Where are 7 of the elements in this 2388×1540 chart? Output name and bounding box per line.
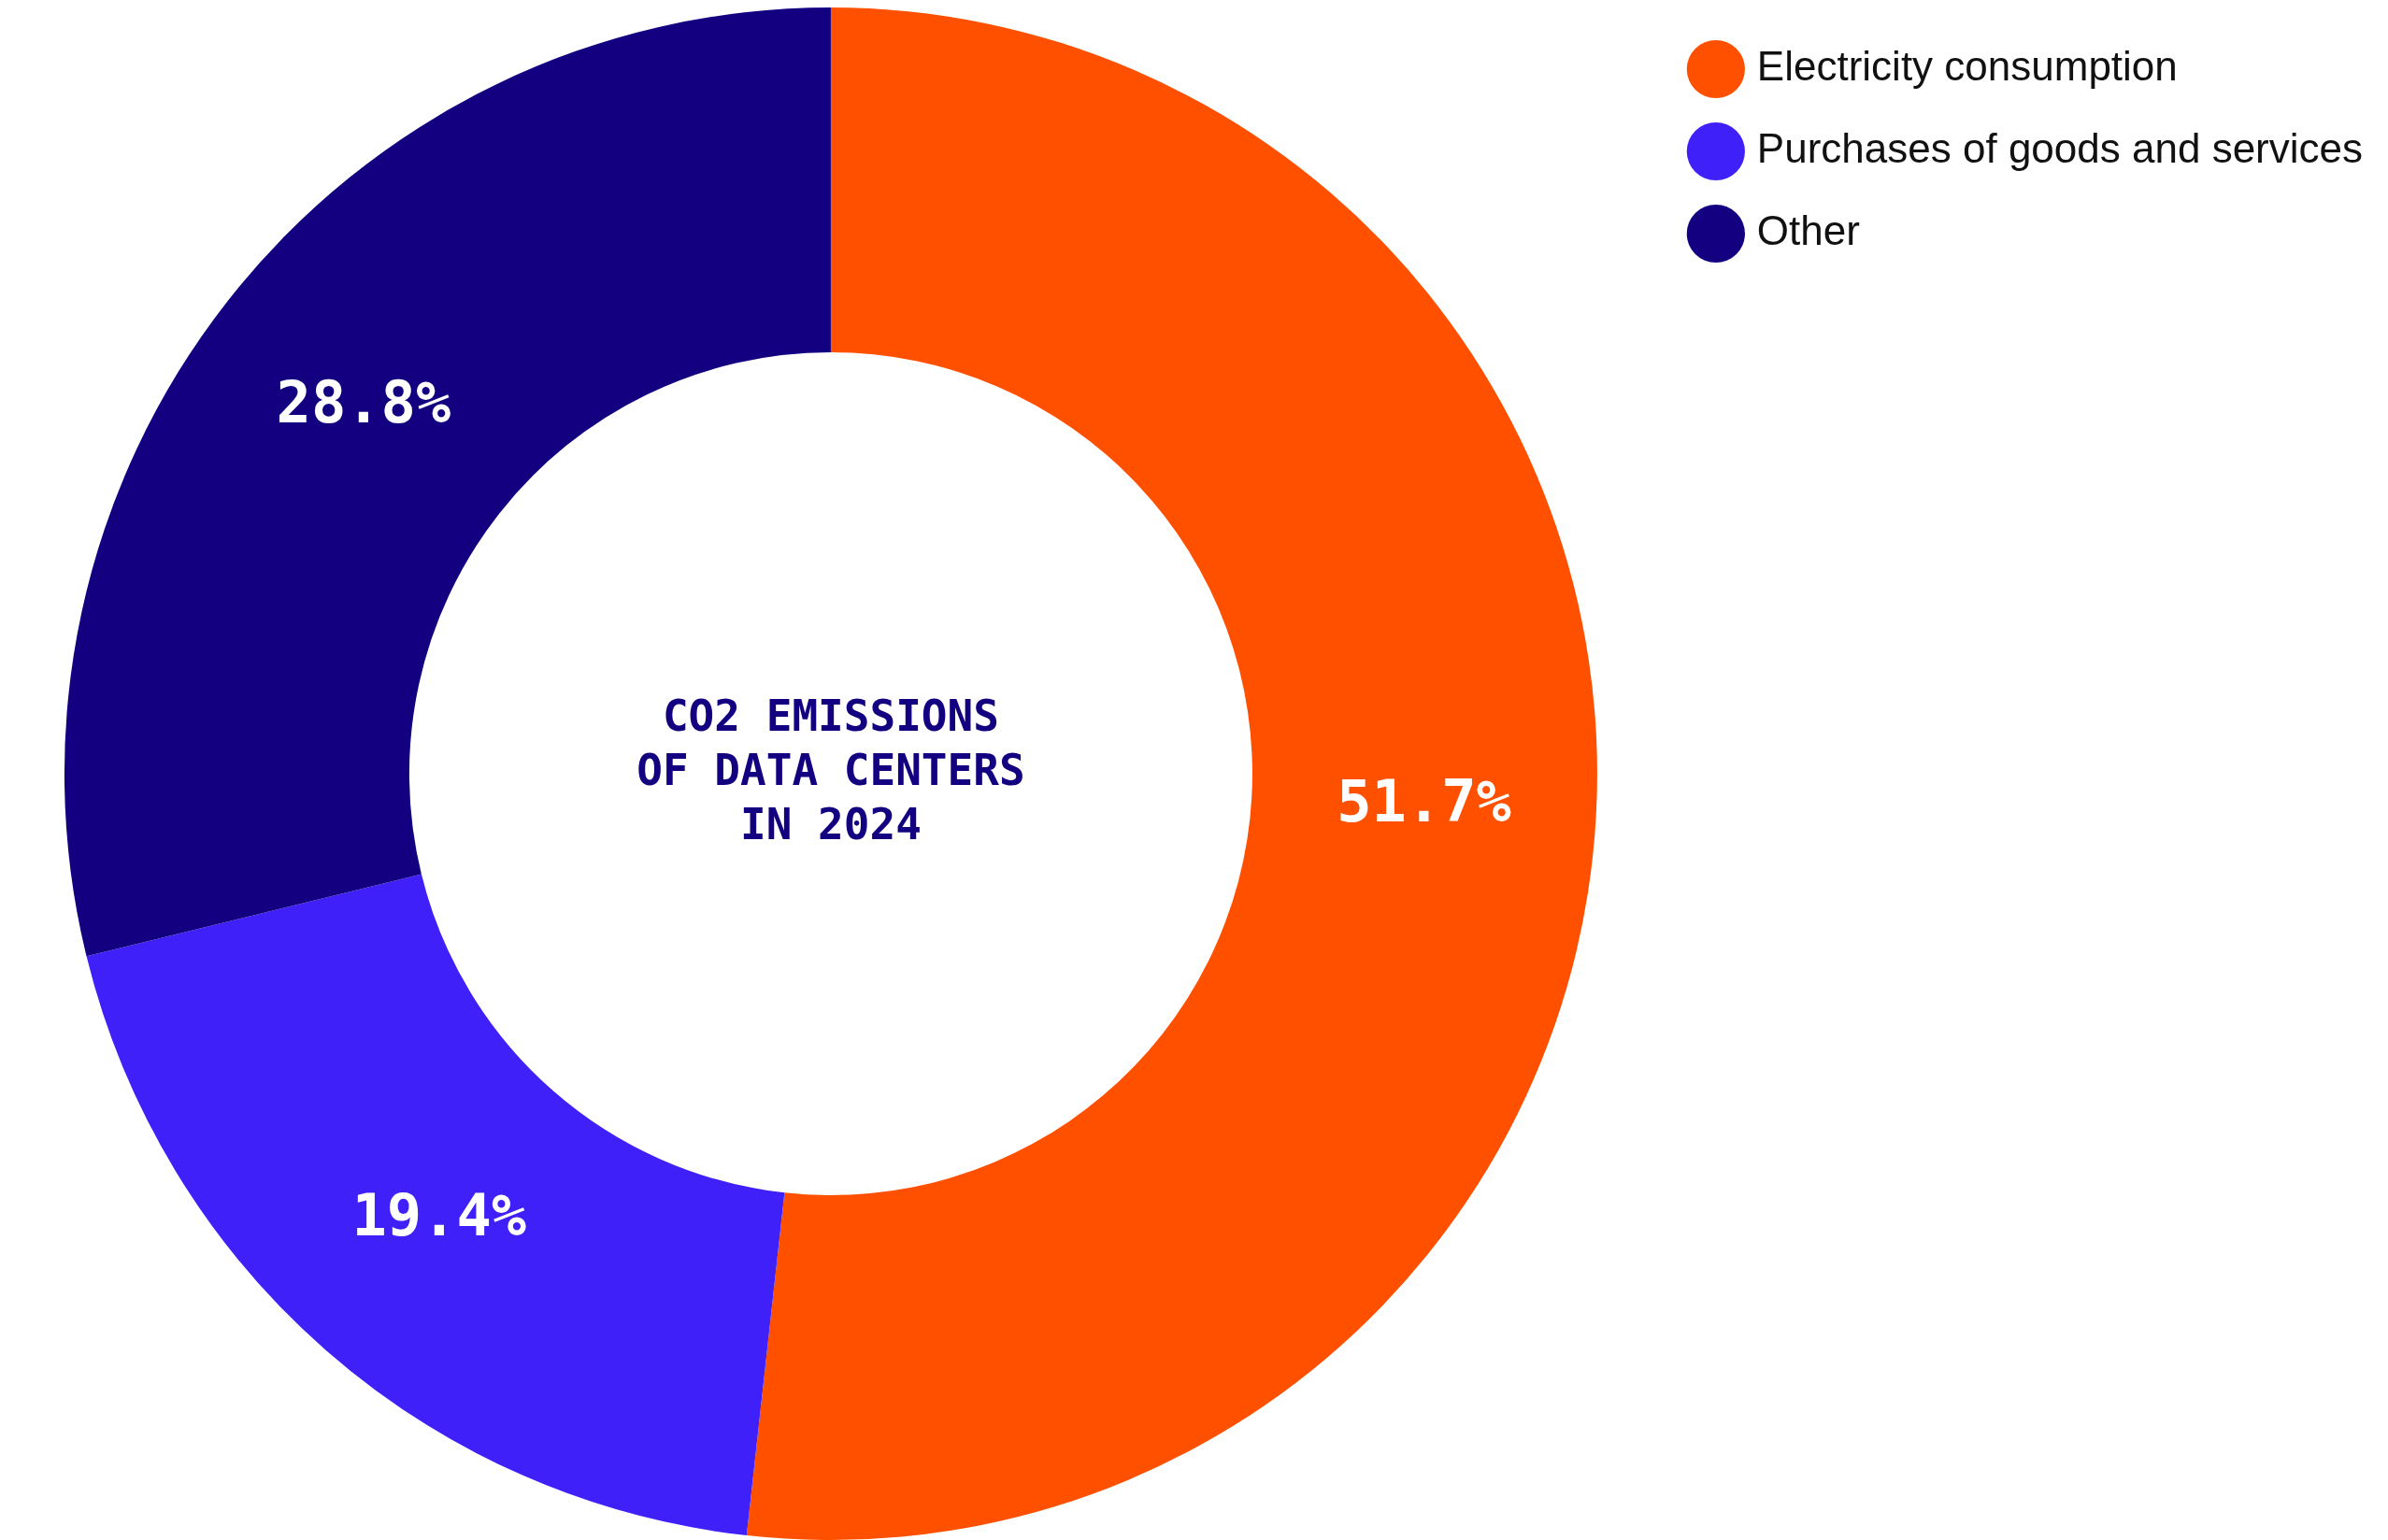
legend-label: Other [1756, 207, 1860, 254]
legend-label: Purchases of goods and services [1756, 125, 2363, 172]
text: CO2 EMISSIONS OF DATA CENTERS IN 2024 [636, 690, 1025, 849]
data-label: 19.4% [351, 1180, 527, 1249]
legend-label: Electricity consumption [1756, 43, 2178, 90]
data-label: 28.8% [276, 367, 451, 436]
data-label: 51.7% [1337, 767, 1511, 836]
